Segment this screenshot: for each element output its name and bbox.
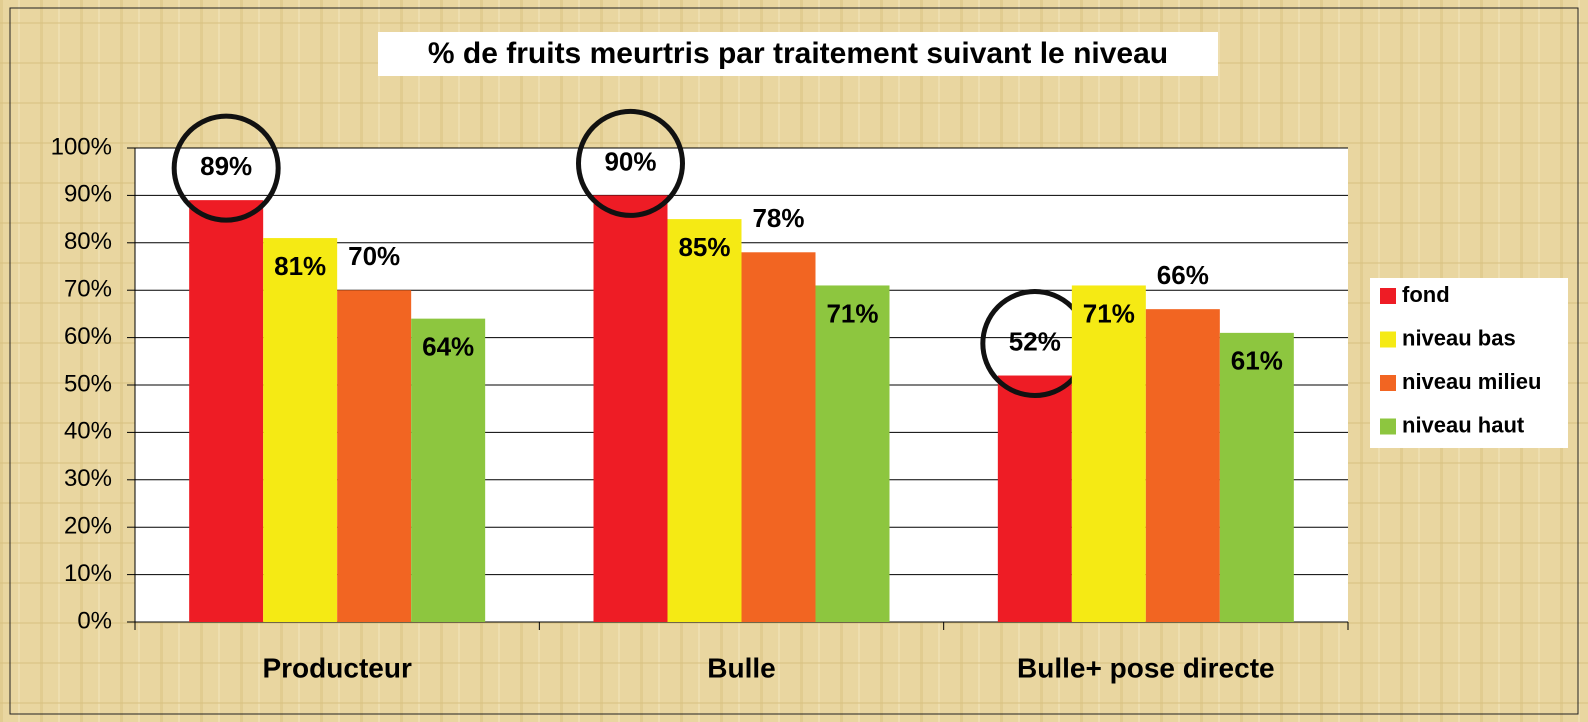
x-tick-label: Bulle+ pose directe [1017, 652, 1275, 683]
bar [1145, 309, 1220, 622]
title-box [378, 32, 1218, 76]
highlight-circle [171, 113, 281, 223]
chart-border [9, 7, 1579, 715]
bar [997, 375, 1072, 622]
bar [411, 318, 486, 622]
y-tick-label: 50% [64, 370, 112, 397]
legend-label: fond [1402, 282, 1450, 307]
y-tick-label: 40% [64, 418, 112, 445]
legend-swatch [1380, 288, 1396, 304]
x-tick-label: Producteur [262, 652, 411, 683]
legend-swatch [1380, 331, 1396, 348]
data-label: 70% [348, 241, 400, 271]
bar [263, 238, 338, 622]
bar [741, 252, 816, 622]
bar [667, 219, 742, 622]
data-label: 52% [1009, 326, 1061, 356]
y-tick-label: 20% [64, 513, 112, 540]
y-tick-label: 70% [64, 276, 112, 303]
y-tick-label: 100% [51, 133, 112, 160]
highlight-circle [576, 108, 685, 218]
y-tick-label: 10% [64, 560, 112, 587]
data-label: 66% [1157, 260, 1209, 290]
y-tick-label: 90% [64, 181, 112, 208]
y-tick-label: 60% [64, 323, 112, 350]
bar [1071, 285, 1146, 622]
data-label: 81% [274, 251, 326, 281]
data-label: 78% [752, 203, 804, 233]
bar [815, 285, 890, 622]
legend-label: niveau milieu [1402, 369, 1541, 394]
chart-title: % de fruits meurtris par traitement suiv… [428, 37, 1168, 70]
legend-swatch [1380, 375, 1396, 391]
legend-label: niveau haut [1402, 412, 1525, 437]
data-label: 71% [1083, 298, 1135, 328]
y-tick-label: 80% [64, 228, 112, 255]
bar [1219, 332, 1294, 622]
legend-label: niveau bas [1402, 325, 1516, 350]
legend-box [1370, 278, 1568, 448]
legend-swatch [1380, 418, 1396, 435]
bar [593, 195, 668, 622]
y-tick-label: 30% [64, 465, 112, 492]
bar [189, 200, 264, 622]
data-label: 71% [826, 298, 878, 328]
data-label: 85% [678, 232, 730, 262]
bar [337, 290, 412, 622]
data-label: 89% [200, 151, 252, 181]
data-label: 64% [422, 332, 474, 362]
data-label: 90% [604, 146, 656, 176]
x-tick-label: Bulle [707, 652, 775, 683]
data-label: 61% [1231, 346, 1283, 376]
y-tick-label: 0% [77, 607, 112, 634]
